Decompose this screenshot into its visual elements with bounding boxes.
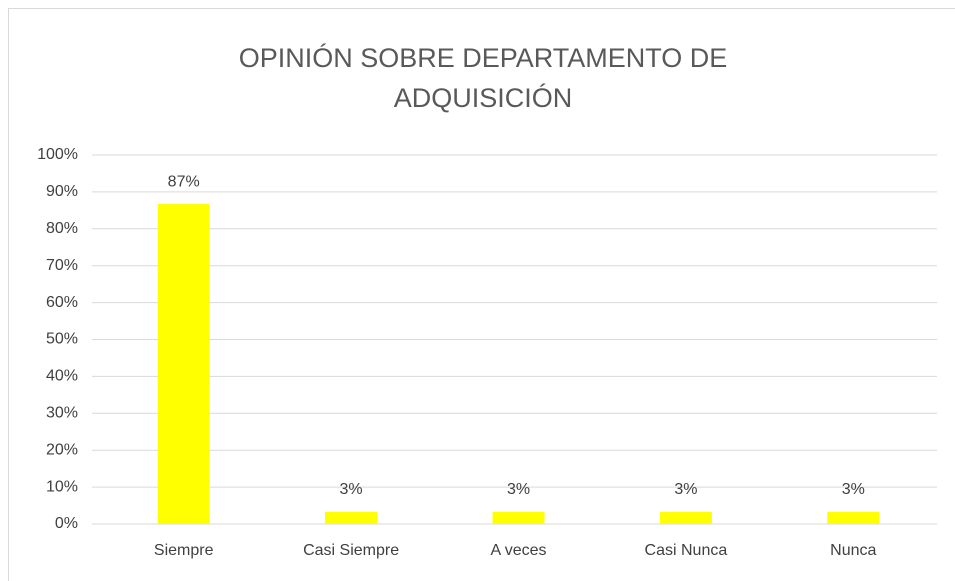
y-tick-label: 20% (46, 441, 78, 458)
y-tick-label: 80% (46, 220, 78, 237)
bar (325, 511, 378, 524)
bar (827, 511, 880, 524)
chart-border (8, 8, 955, 581)
data-label: 87% (168, 173, 200, 190)
data-label: 3% (842, 481, 865, 498)
x-tick-label: Nunca (830, 542, 876, 559)
x-tick-label: A veces (490, 542, 546, 559)
x-tick-label: Casi Nunca (645, 542, 728, 559)
data-label: 3% (507, 481, 530, 498)
data-label: 3% (340, 481, 363, 498)
x-tick-label: Casi Siempre (303, 542, 399, 559)
y-tick-label: 30% (46, 405, 78, 422)
y-tick-label: 60% (46, 294, 78, 311)
bar (492, 511, 545, 524)
y-tick-label: 90% (46, 183, 78, 200)
chart-title: OPINIÓN SOBRE DEPARTAMENTO DE ADQUISICIÓ… (238, 43, 728, 113)
bar (659, 511, 712, 524)
data-label: 3% (674, 481, 697, 498)
y-tick-label: 40% (46, 368, 78, 385)
x-tick-label: Siempre (154, 542, 214, 559)
y-tick-label: 0% (55, 515, 78, 532)
y-tick-label: 70% (46, 257, 78, 274)
y-tick-label: 50% (46, 331, 78, 348)
y-tick-label: 100% (37, 146, 78, 163)
bar (157, 204, 210, 524)
y-tick-label: 10% (46, 478, 78, 495)
